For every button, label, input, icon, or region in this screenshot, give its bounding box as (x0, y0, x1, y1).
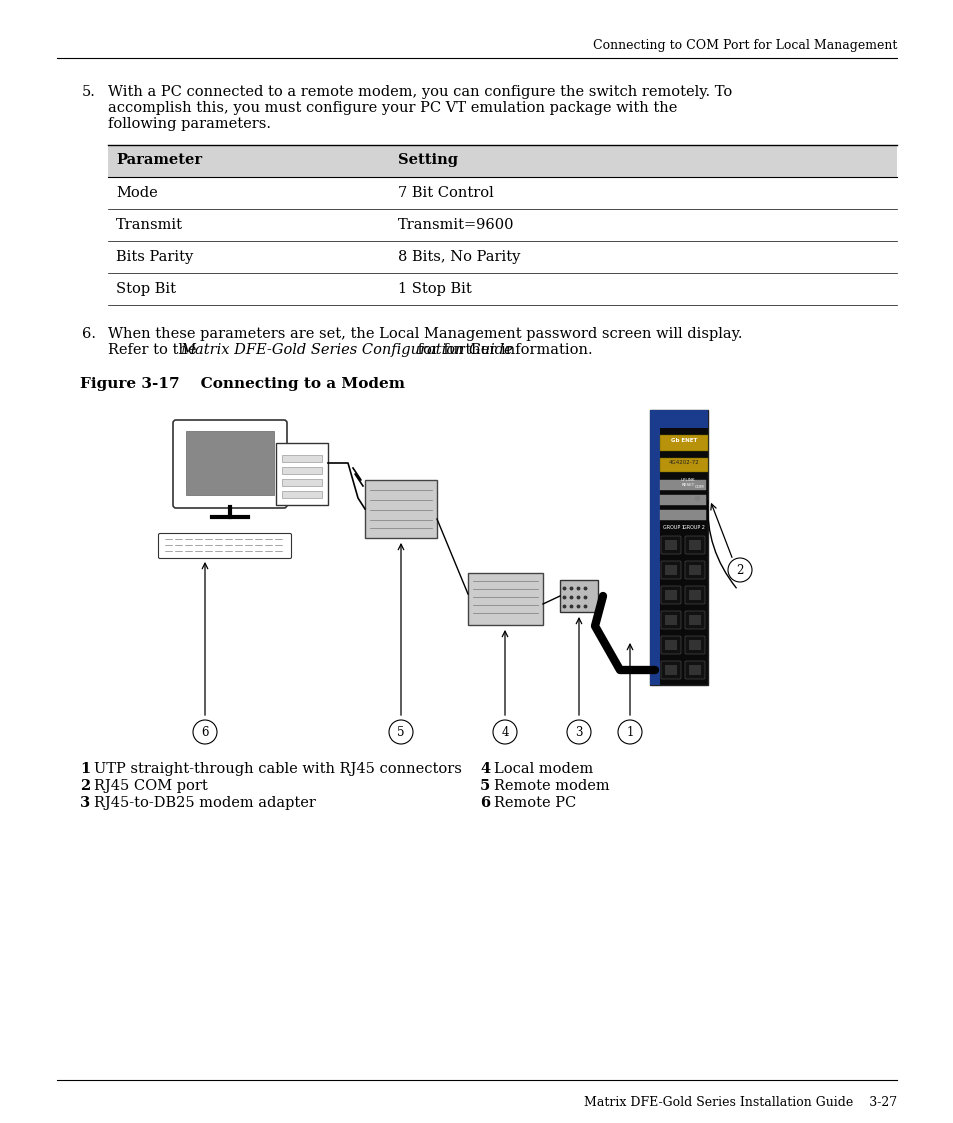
Text: RJ45-to-DB25 modem adapter: RJ45-to-DB25 modem adapter (94, 796, 315, 810)
Text: 1: 1 (626, 725, 633, 739)
Bar (688, 540, 700, 550)
FancyBboxPatch shape (660, 562, 680, 579)
Text: 2: 2 (736, 564, 743, 576)
Text: 6: 6 (201, 725, 209, 739)
Text: 2: 2 (80, 779, 91, 793)
Circle shape (193, 720, 216, 745)
Text: RJ45 COM port: RJ45 COM port (94, 779, 208, 793)
Text: 1 Stop Bit: 1 Stop Bit (397, 282, 471, 296)
Bar (688, 640, 700, 650)
Text: 1: 1 (80, 763, 91, 776)
Text: When these parameters are set, the Local Management password screen will display: When these parameters are set, the Local… (108, 327, 741, 341)
Text: Transmit=9600: Transmit=9600 (397, 218, 514, 232)
Text: Stop Bit: Stop Bit (116, 282, 175, 296)
Text: 4: 4 (479, 763, 490, 776)
FancyBboxPatch shape (660, 661, 680, 679)
Text: Transmit: Transmit (116, 218, 183, 232)
Bar (659, 510, 705, 520)
Bar (282, 491, 322, 497)
FancyBboxPatch shape (684, 536, 704, 554)
Circle shape (566, 720, 590, 745)
Text: Mode: Mode (116, 186, 157, 200)
Bar (659, 480, 705, 490)
Text: Local modem: Local modem (494, 763, 593, 776)
Text: GROUP 2: GROUP 2 (682, 524, 704, 530)
Text: Gb ENET: Gb ENET (670, 438, 697, 442)
FancyBboxPatch shape (660, 536, 680, 554)
Bar (688, 665, 700, 675)
Text: 4: 4 (500, 725, 508, 739)
Text: Bits Parity: Bits Parity (116, 250, 193, 264)
Bar (664, 590, 677, 600)
FancyBboxPatch shape (684, 611, 704, 629)
FancyBboxPatch shape (660, 611, 680, 629)
Bar (664, 665, 677, 675)
Text: 5: 5 (396, 725, 404, 739)
Text: GROUP 1: GROUP 1 (662, 524, 684, 530)
Bar (664, 615, 677, 626)
Text: Remote PC: Remote PC (494, 796, 576, 810)
Bar (664, 640, 677, 650)
Circle shape (727, 558, 751, 582)
Text: 5: 5 (479, 779, 490, 793)
Text: following parameters.: following parameters. (108, 117, 271, 131)
Text: 4G4202-72: 4G4202-72 (668, 460, 699, 465)
Text: 5.: 5. (82, 85, 95, 99)
Circle shape (493, 720, 517, 745)
Bar (649, 410, 659, 685)
Text: Refer to the: Refer to the (108, 343, 201, 357)
Text: Remote modem: Remote modem (494, 779, 609, 793)
Text: 3: 3 (80, 796, 90, 810)
FancyBboxPatch shape (172, 420, 287, 508)
Text: 7 Bit Control: 7 Bit Control (397, 186, 494, 200)
Bar (468, 573, 542, 626)
Bar (664, 540, 677, 550)
Text: Connecting to COM Port for Local Management: Connecting to COM Port for Local Managem… (592, 39, 896, 52)
FancyBboxPatch shape (158, 533, 292, 558)
FancyBboxPatch shape (660, 586, 680, 604)
FancyBboxPatch shape (684, 636, 704, 654)
Bar (659, 495, 705, 505)
FancyBboxPatch shape (684, 586, 704, 604)
Bar (688, 565, 700, 575)
Text: COM: COM (695, 485, 704, 489)
Bar (664, 565, 677, 575)
Text: 6: 6 (479, 796, 490, 810)
FancyBboxPatch shape (684, 661, 704, 679)
Bar (688, 615, 700, 626)
Text: UTP straight-through cable with RJ45 connectors: UTP straight-through cable with RJ45 con… (94, 763, 461, 776)
Text: UPLINK
RESET: UPLINK RESET (680, 478, 695, 486)
Bar (186, 431, 274, 495)
Bar (282, 480, 322, 486)
Bar (108, 145, 896, 177)
Circle shape (618, 720, 641, 745)
Bar (282, 467, 322, 474)
Bar (275, 442, 328, 505)
Text: for further information.: for further information. (413, 343, 592, 357)
Text: accomplish this, you must configure your PC VT emulation package with the: accomplish this, you must configure your… (108, 101, 677, 115)
FancyBboxPatch shape (684, 562, 704, 579)
Text: 6.: 6. (82, 327, 96, 341)
Text: With a PC connected to a remote modem, you can configure the switch remotely. To: With a PC connected to a remote modem, y… (108, 85, 732, 99)
Bar (649, 410, 707, 428)
Text: Figure 3-17    Connecting to a Modem: Figure 3-17 Connecting to a Modem (80, 377, 405, 391)
Bar (559, 579, 598, 612)
Text: Matrix DFE-Gold Series Configuration Guide: Matrix DFE-Gold Series Configuration Gui… (180, 343, 513, 357)
Bar (659, 435, 707, 451)
FancyBboxPatch shape (660, 636, 680, 654)
Text: 3: 3 (575, 725, 582, 739)
Text: Parameter: Parameter (116, 153, 202, 167)
Circle shape (389, 720, 413, 745)
Text: Setting: Setting (397, 153, 457, 167)
Bar (282, 455, 322, 462)
Text: Matrix DFE-Gold Series Installation Guide    3-27: Matrix DFE-Gold Series Installation Guid… (583, 1096, 896, 1110)
Bar (649, 410, 707, 685)
Bar (365, 480, 436, 538)
Bar (688, 590, 700, 600)
Text: 8 Bits, No Parity: 8 Bits, No Parity (397, 250, 519, 264)
Bar (659, 458, 707, 472)
